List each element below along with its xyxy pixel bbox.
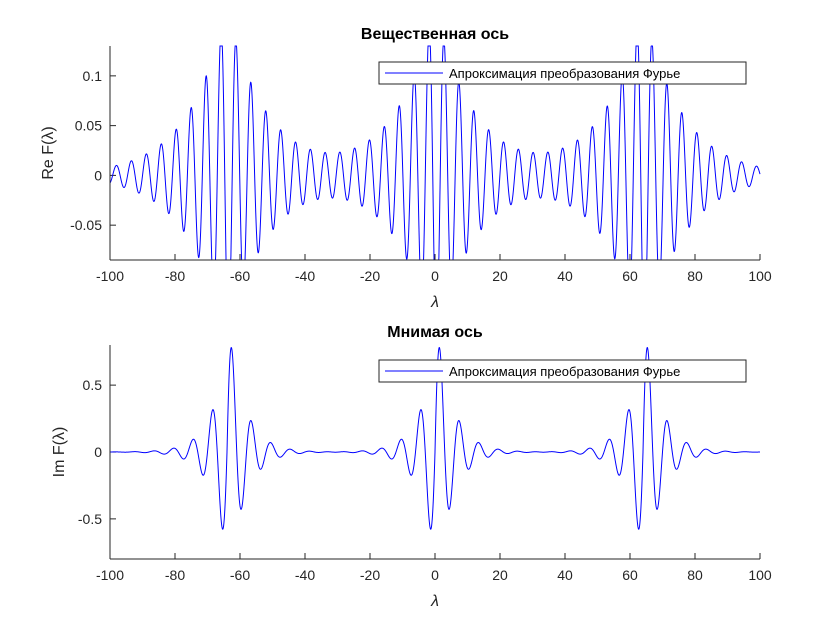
x-axis: -100 -80 -60 -40 -20 0 20 40 60 80 100	[96, 553, 772, 583]
y-tick-label: -0.05	[70, 217, 102, 233]
legend[interactable]: Апроксимация преобразования Фурье	[378, 61, 747, 85]
x-tick-label: 60	[622, 268, 638, 284]
imaginary-axis-subplot: Мнимая ось -100 -80 -60 -40 -20 0 20 40 60 80 100 …	[51, 324, 772, 610]
x-tick-label: 100	[748, 268, 772, 284]
chart-title: Мнимая ось	[387, 324, 483, 341]
x-tick-label: 100	[748, 567, 772, 583]
x-tick-label: -20	[360, 567, 380, 583]
x-tick-label: 80	[687, 268, 703, 284]
legend-box	[378, 359, 747, 383]
y-axis: -0.5 0 0.5	[78, 377, 116, 527]
x-tick-label: -40	[295, 268, 315, 284]
y-tick-label: 0.05	[75, 118, 102, 134]
x-tick-label: -100	[96, 268, 124, 284]
x-tick-label: -60	[230, 268, 250, 284]
legend-box	[378, 61, 747, 85]
x-axis-label: λ	[430, 294, 439, 311]
x-axis-label: λ	[430, 593, 439, 610]
x-tick-label: 80	[687, 567, 703, 583]
approximation-line	[110, 347, 761, 530]
x-axis: -100 -80 -60 -40 -20 0 20 40 60 80 100	[96, 254, 772, 284]
x-tick-label: -100	[96, 567, 124, 583]
x-tick-label: -80	[165, 268, 185, 284]
chart-title: Вещественная ось	[361, 26, 509, 43]
x-tick-label: 0	[431, 567, 439, 583]
y-tick-label: 0.1	[83, 68, 103, 84]
x-tick-label: 20	[492, 268, 508, 284]
x-tick-label: 0	[431, 268, 439, 284]
y-tick-label: -0.5	[78, 511, 102, 527]
x-tick-label: -60	[230, 567, 250, 583]
legend-entry-label: Апроксимация преобразования Фурье	[449, 66, 680, 81]
y-tick-label: 0	[94, 167, 102, 183]
legend[interactable]: Апроксимация преобразования Фурье	[378, 359, 747, 383]
x-tick-label: -40	[295, 567, 315, 583]
x-tick-label: 40	[557, 567, 573, 583]
y-tick-label: 0.5	[83, 377, 103, 393]
x-tick-label: 40	[557, 268, 573, 284]
y-axis-label: Im F(λ)	[51, 427, 68, 478]
x-tick-label: 60	[622, 567, 638, 583]
real-axis-subplot: Вещественная ось -100 -80 -60 -40 -20 0 20 40 60…	[40, 26, 772, 311]
x-tick-label: 20	[492, 567, 508, 583]
x-tick-label: -20	[360, 268, 380, 284]
y-axis-label: Re F(λ)	[40, 126, 57, 179]
x-tick-label: -80	[165, 567, 185, 583]
y-tick-label: 0	[94, 444, 102, 460]
legend-entry-label: Апроксимация преобразования Фурье	[449, 364, 680, 379]
